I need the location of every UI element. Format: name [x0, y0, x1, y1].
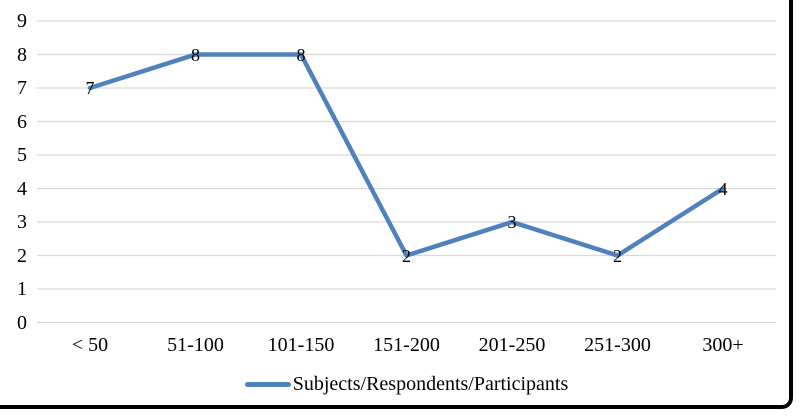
- y-axis-tick-label: 4: [17, 177, 27, 200]
- y-axis-tick-label: 0: [17, 311, 27, 334]
- x-axis-tick-label: 151-200: [373, 334, 440, 356]
- x-axis-tick-label: 51-100: [167, 334, 224, 356]
- x-axis-tick-label: 251-300: [584, 334, 651, 356]
- series-line: [87, 52, 726, 258]
- data-label: 8: [191, 44, 200, 65]
- legend-label: Subjects/Respondents/Participants: [292, 373, 569, 395]
- x-axis-tick-label: 201-250: [478, 334, 546, 356]
- data-label: 2: [613, 245, 622, 266]
- x-axis-tick-label: 101-150: [267, 334, 335, 356]
- x-axis-tick-label: 300+: [702, 334, 744, 356]
- x-axis-tick-label: < 50: [71, 334, 109, 356]
- legend-line-swatch: [244, 382, 291, 387]
- y-axis-tick-label: 2: [17, 244, 27, 267]
- legend: Subjects/Respondents/Participants: [37, 371, 776, 398]
- data-label: 8: [296, 44, 306, 65]
- y-axis-tick-label: 1: [17, 278, 27, 300]
- y-axis-tick-label: 8: [17, 43, 27, 66]
- y-axis-tick-label: 3: [17, 211, 27, 233]
- y-axis-tick-label: 5: [17, 144, 27, 166]
- data-label: 2: [402, 245, 411, 266]
- y-axis-tick-label: 6: [17, 110, 27, 133]
- data-label: 4: [718, 178, 728, 199]
- y-axis-tick-label: 7: [17, 77, 27, 99]
- data-label: 3: [507, 212, 517, 232]
- data-label: 7: [85, 78, 95, 98]
- y-axis-tick-label: 9: [17, 10, 27, 32]
